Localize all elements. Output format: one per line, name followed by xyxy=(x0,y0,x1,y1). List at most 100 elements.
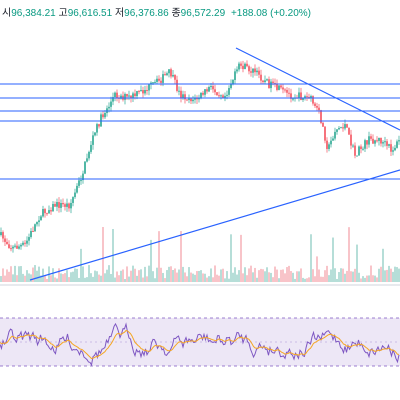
volume-bar xyxy=(170,266,172,282)
candle-body xyxy=(46,213,48,215)
volume-bar xyxy=(336,278,338,282)
volume-bar xyxy=(292,272,294,282)
volume-bar xyxy=(232,272,234,282)
candle-body xyxy=(30,231,32,238)
candle-body xyxy=(346,124,348,128)
candle-body xyxy=(234,71,236,80)
volume-bar xyxy=(28,273,30,282)
candle-body xyxy=(12,246,14,249)
volume-bar xyxy=(198,271,200,282)
volume-bar xyxy=(370,265,372,282)
volume-bar xyxy=(388,265,390,282)
volume-bar xyxy=(134,268,136,282)
volume-bar xyxy=(312,269,314,282)
candle-body xyxy=(376,140,378,142)
candle-body xyxy=(94,132,96,136)
volume-bar xyxy=(204,273,206,282)
candle-body xyxy=(182,94,184,99)
candle-body xyxy=(82,173,84,181)
volume-bar xyxy=(288,265,290,282)
volume-bar xyxy=(86,277,88,282)
candle-body xyxy=(154,81,156,83)
volume-bar xyxy=(380,266,382,282)
volume-bar xyxy=(124,278,126,282)
candle-body xyxy=(388,144,390,146)
volume-bar xyxy=(94,270,96,282)
volume-bar xyxy=(8,271,10,282)
volume-bar xyxy=(302,277,304,282)
candle-body xyxy=(390,144,392,152)
candle-body xyxy=(92,135,94,145)
candle-body xyxy=(36,222,38,225)
volume-bar xyxy=(290,271,292,282)
candle-body xyxy=(216,92,218,96)
volume-bar xyxy=(38,266,40,282)
candle-body xyxy=(172,74,174,77)
candle-body xyxy=(52,204,54,212)
rsi-line xyxy=(0,322,400,367)
candle-body xyxy=(98,124,100,127)
volume-bar xyxy=(316,256,318,282)
candle-body xyxy=(20,244,22,247)
volume-bar xyxy=(144,266,146,282)
candle-body xyxy=(288,92,290,94)
candle-body xyxy=(24,242,26,244)
volume-bar xyxy=(234,267,236,282)
volume-bar xyxy=(256,277,258,282)
volume-bar xyxy=(190,272,192,282)
volume-bar xyxy=(32,267,34,282)
volume-bar xyxy=(116,271,118,282)
volume-bar xyxy=(110,273,112,282)
candle-body xyxy=(50,210,52,212)
volume-bar xyxy=(342,268,344,282)
volume-bar xyxy=(188,267,190,282)
candle-body xyxy=(282,87,284,90)
volume-bar xyxy=(10,266,12,282)
candle-body xyxy=(86,158,88,162)
candle-body xyxy=(8,244,10,249)
volume-bar xyxy=(0,276,2,282)
volume-bar xyxy=(362,276,364,282)
volume-bar xyxy=(122,269,124,282)
candle-body xyxy=(270,81,272,89)
candle-body xyxy=(348,127,350,135)
volume-bar xyxy=(90,273,92,282)
candle-body xyxy=(362,148,364,150)
volume-bar xyxy=(346,270,348,282)
candle-body xyxy=(232,79,234,85)
candle-body xyxy=(332,138,334,141)
volume-bar xyxy=(132,265,134,282)
candle-body xyxy=(126,93,128,97)
candle-body xyxy=(318,107,320,111)
candle-body xyxy=(38,220,40,223)
candle-body xyxy=(394,147,396,151)
volume-bar xyxy=(330,269,332,282)
volume-bar xyxy=(160,267,162,282)
volume-bar xyxy=(16,275,18,282)
volume-bar xyxy=(40,275,42,282)
candle-body xyxy=(96,124,98,133)
volume-bar xyxy=(250,265,252,282)
volume-bar xyxy=(294,278,296,282)
candle-body xyxy=(80,180,82,182)
candle-body xyxy=(368,136,370,145)
candle-body xyxy=(338,127,340,130)
volume-bar xyxy=(78,277,80,282)
high-value: 96,616.51 xyxy=(67,8,113,19)
candle-body xyxy=(192,99,194,102)
candle-body xyxy=(64,204,66,207)
candle-body xyxy=(278,85,280,90)
volume-bar xyxy=(338,272,340,282)
volume-bar xyxy=(146,276,148,282)
candle-body xyxy=(336,129,338,132)
high-label: 고 xyxy=(58,8,68,19)
close-value: 96,572.29 xyxy=(180,8,226,19)
candle-body xyxy=(300,92,302,100)
candle-body xyxy=(156,78,158,82)
volume-bar xyxy=(212,277,214,282)
volume-bar xyxy=(192,273,194,282)
candle-body xyxy=(196,97,198,100)
volume-bar xyxy=(310,234,312,282)
candle-body xyxy=(120,95,122,99)
